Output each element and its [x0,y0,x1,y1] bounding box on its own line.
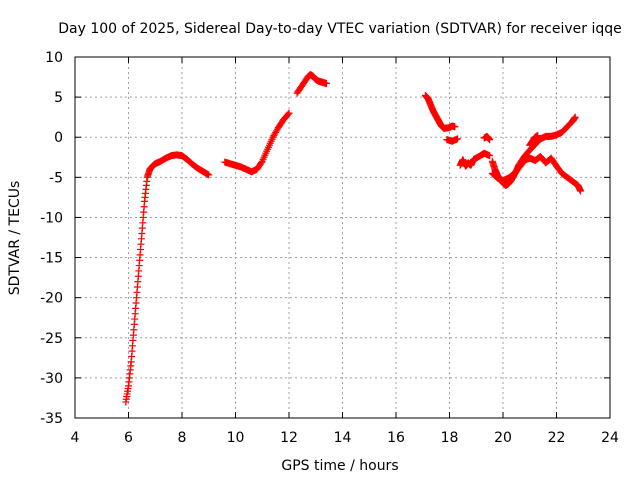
series-segment-10 [526,132,542,149]
y-tick-label: -10 [40,210,63,226]
data-point-marker [454,135,462,143]
y-axis-label: SDTVAR / TECUs [7,181,23,296]
y-tick-labels: 10 5 0 -5 -10 -15 -20 -25 -30 -35 [40,50,63,427]
plot-frame [74,56,611,419]
data-point-marker [322,79,330,87]
y-tick-label: -30 [40,371,63,387]
y-tick-label: 5 [54,90,63,106]
y-tick-label: -15 [40,251,63,267]
x-tick-label: 20 [494,430,512,446]
x-tick-label: 6 [124,430,133,446]
data-point-marker [205,171,213,179]
x-tick-label: 8 [178,430,187,446]
series-segment-7 [480,132,494,144]
series-segment-9 [488,152,585,195]
y-tick-label: 10 [45,50,63,66]
x-tick-label: 10 [227,430,245,446]
x-tick-label: 24 [601,430,619,446]
y-tick-label: 0 [54,130,63,146]
data-point-marker [486,152,494,160]
series-segment-4 [421,92,459,132]
series-segment-1 [122,151,213,406]
x-tick-label: 12 [280,430,298,446]
x-tick-label: 14 [334,430,352,446]
series-segment-5 [443,135,462,145]
data-point-marker [534,132,542,140]
series-segment-3 [293,71,330,97]
series-segment-2 [221,109,293,176]
y-tick-label: -20 [40,291,63,307]
x-tick-label: 18 [441,430,459,446]
y-tick-label: -5 [49,170,63,186]
data-point-marker [571,113,579,121]
x-tick-label: 4 [71,430,80,446]
x-tick-labels: 4 6 8 10 12 14 16 18 20 22 24 [71,430,619,446]
data-point-marker [451,123,459,131]
grid-lines [75,57,610,418]
x-axis-label: GPS time / hours [281,458,398,474]
series-segment-6 [456,149,494,170]
data-point-marker [486,136,494,144]
data-point-marker [577,187,585,195]
chart-title: Day 100 of 2025, Sidereal Day-to-day VTE… [58,21,622,37]
data-point-marker [284,110,292,118]
data-point-marker [285,109,293,117]
data-points [122,71,585,406]
x-tick-label: 22 [548,430,566,446]
y-tick-label: -35 [40,411,63,427]
y-tick-label: -25 [40,331,63,347]
x-tick-label: 16 [387,430,405,446]
